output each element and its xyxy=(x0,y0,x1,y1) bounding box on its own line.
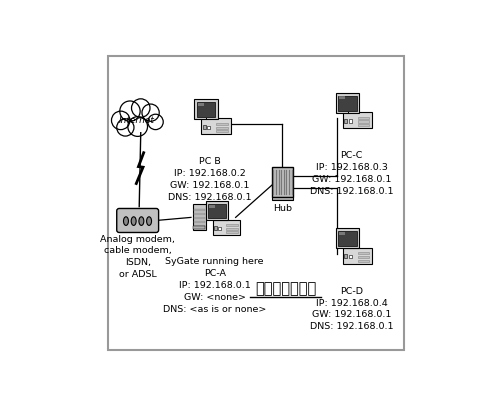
FancyBboxPatch shape xyxy=(194,213,205,215)
Text: PC B
IP: 192.168.0.2
GW: 192.168.0.1
DNS: 192.168.0.1: PC B IP: 192.168.0.2 GW: 192.168.0.1 DNS… xyxy=(168,157,252,202)
FancyBboxPatch shape xyxy=(358,260,370,262)
Ellipse shape xyxy=(139,217,144,226)
Text: Internet: Internet xyxy=(119,116,154,125)
FancyBboxPatch shape xyxy=(214,226,216,230)
Circle shape xyxy=(148,114,163,130)
FancyBboxPatch shape xyxy=(194,225,205,228)
Circle shape xyxy=(138,113,150,125)
FancyBboxPatch shape xyxy=(340,96,345,100)
FancyBboxPatch shape xyxy=(216,130,228,132)
Text: Hub: Hub xyxy=(273,204,292,213)
FancyBboxPatch shape xyxy=(358,117,370,119)
Circle shape xyxy=(132,99,150,117)
FancyBboxPatch shape xyxy=(358,252,370,254)
FancyBboxPatch shape xyxy=(198,102,203,106)
FancyBboxPatch shape xyxy=(226,228,237,230)
Text: PC-C
IP: 192.168.0.3
GW: 192.168.0.1
DNS: 192.168.0.1: PC-C IP: 192.168.0.3 GW: 192.168.0.1 DNS… xyxy=(310,151,394,196)
Text: Analog modem,
cable modem,
ISDN,
or ADSL: Analog modem, cable modem, ISDN, or ADSL xyxy=(100,235,175,279)
Ellipse shape xyxy=(131,217,136,226)
Ellipse shape xyxy=(146,217,152,226)
Circle shape xyxy=(142,104,159,121)
FancyBboxPatch shape xyxy=(194,217,205,220)
FancyBboxPatch shape xyxy=(212,220,240,235)
FancyBboxPatch shape xyxy=(272,167,293,197)
FancyBboxPatch shape xyxy=(338,232,357,246)
FancyBboxPatch shape xyxy=(208,204,226,218)
FancyBboxPatch shape xyxy=(207,126,210,129)
FancyBboxPatch shape xyxy=(343,112,372,128)
FancyBboxPatch shape xyxy=(108,56,404,350)
FancyBboxPatch shape xyxy=(193,204,205,230)
FancyBboxPatch shape xyxy=(202,125,205,129)
FancyBboxPatch shape xyxy=(116,208,158,232)
FancyBboxPatch shape xyxy=(209,205,215,208)
FancyBboxPatch shape xyxy=(344,119,348,122)
FancyBboxPatch shape xyxy=(194,226,205,229)
Circle shape xyxy=(128,117,148,136)
FancyBboxPatch shape xyxy=(358,120,370,122)
FancyBboxPatch shape xyxy=(216,126,228,129)
Circle shape xyxy=(132,113,144,125)
Circle shape xyxy=(120,101,140,121)
Text: 家庭网星型方案: 家庭网星型方案 xyxy=(255,281,316,296)
FancyBboxPatch shape xyxy=(194,221,205,224)
Text: PC-D
IP: 192.168.0.4
GW: 192.168.0.1
DNS: 192.168.0.1: PC-D IP: 192.168.0.4 GW: 192.168.0.1 DNS… xyxy=(310,287,394,331)
FancyBboxPatch shape xyxy=(349,120,352,122)
FancyBboxPatch shape xyxy=(338,96,357,110)
FancyBboxPatch shape xyxy=(349,255,352,258)
FancyBboxPatch shape xyxy=(358,256,370,258)
FancyBboxPatch shape xyxy=(194,209,205,211)
FancyBboxPatch shape xyxy=(336,93,359,113)
FancyBboxPatch shape xyxy=(358,124,370,126)
Ellipse shape xyxy=(124,217,128,226)
FancyBboxPatch shape xyxy=(340,232,345,235)
Circle shape xyxy=(116,119,134,136)
FancyBboxPatch shape xyxy=(272,197,293,200)
FancyBboxPatch shape xyxy=(226,224,237,226)
Text: SyGate running here
PC-A
IP: 192.168.0.1
GW: <none>
DNS: <as is or none>: SyGate running here PC-A IP: 192.168.0.1… xyxy=(163,258,266,314)
FancyBboxPatch shape xyxy=(216,123,228,125)
FancyBboxPatch shape xyxy=(202,118,230,134)
FancyBboxPatch shape xyxy=(336,228,359,248)
Circle shape xyxy=(112,111,130,130)
FancyBboxPatch shape xyxy=(344,254,348,258)
FancyBboxPatch shape xyxy=(194,99,218,119)
FancyBboxPatch shape xyxy=(196,102,216,117)
Circle shape xyxy=(122,114,134,126)
FancyBboxPatch shape xyxy=(206,201,228,220)
FancyBboxPatch shape xyxy=(218,227,221,230)
FancyBboxPatch shape xyxy=(343,248,372,264)
FancyBboxPatch shape xyxy=(226,231,237,233)
